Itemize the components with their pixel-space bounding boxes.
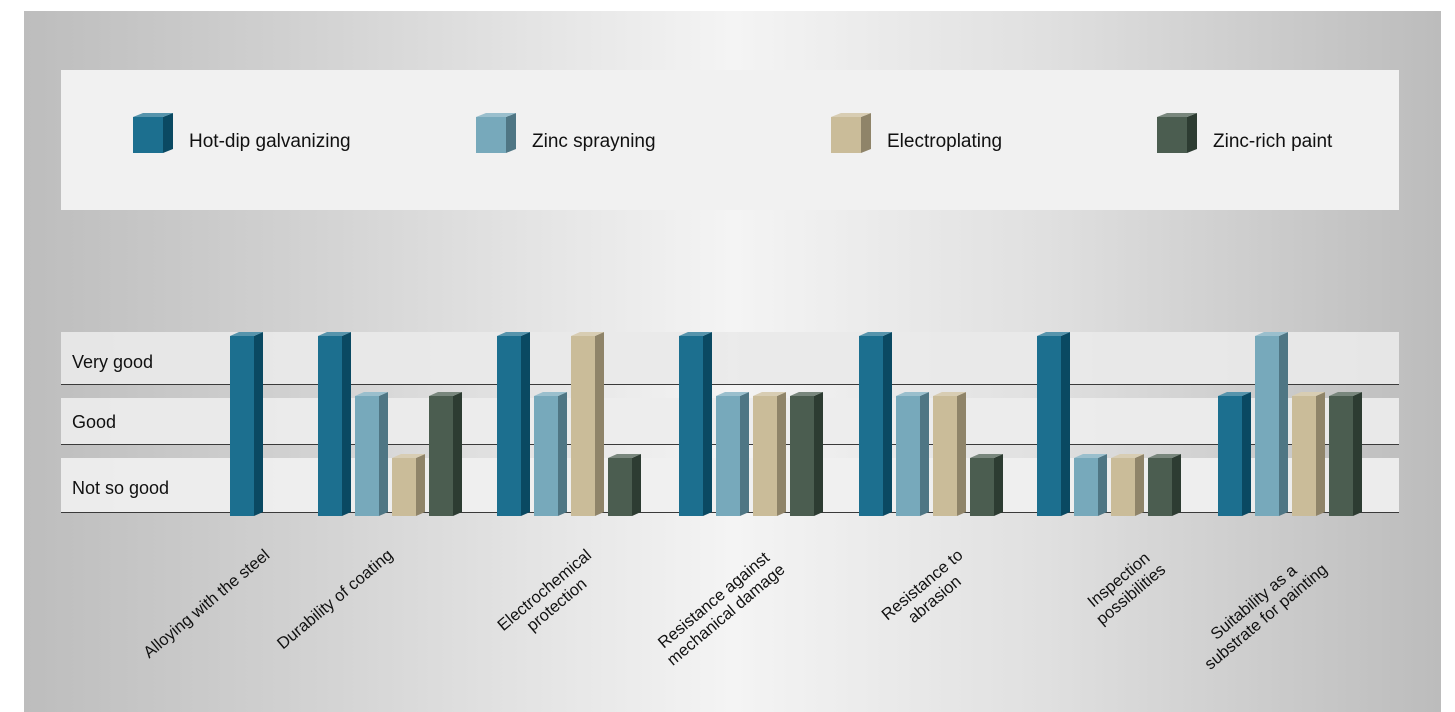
gridline-very-good bbox=[61, 384, 1399, 385]
legend-label-zinc-spraying: Zinc sprayning bbox=[532, 131, 656, 152]
bar-zinc-rich-paint-3 bbox=[608, 454, 641, 516]
bar-hot-dip-galvanizing-5 bbox=[859, 332, 892, 516]
bar-zinc-spraying-7 bbox=[1255, 332, 1288, 516]
bar-hot-dip-galvanizing-4 bbox=[679, 332, 712, 516]
legend-swatch-shape-zinc-spraying bbox=[476, 113, 516, 153]
bar-electroplating-6 bbox=[1111, 454, 1144, 516]
bar-hot-dip-galvanizing-3 bbox=[497, 332, 530, 516]
bar-hot-dip-galvanizing-1 bbox=[230, 332, 263, 516]
level-label-very-good: Very good bbox=[72, 352, 154, 372]
legend-swatch-hot-dip-galvanizing bbox=[133, 113, 173, 153]
legend-swatch-zinc-spraying bbox=[476, 113, 516, 153]
bar-electroplating-7 bbox=[1292, 392, 1325, 516]
bar-zinc-spraying-2 bbox=[355, 392, 388, 516]
bar-electroplating-5 bbox=[933, 392, 966, 516]
bar-electroplating-4 bbox=[753, 392, 786, 516]
legend-label-hot-dip-galvanizing: Hot-dip galvanizing bbox=[189, 131, 351, 152]
level-label-good: Good bbox=[72, 412, 117, 432]
bar-zinc-rich-paint-4 bbox=[790, 392, 823, 516]
bar-zinc-rich-paint-5 bbox=[970, 454, 1003, 516]
bar-hot-dip-galvanizing-7 bbox=[1218, 392, 1251, 516]
bar-hot-dip-galvanizing-6 bbox=[1037, 332, 1070, 516]
bar-zinc-spraying-4 bbox=[716, 392, 749, 516]
bar-zinc-spraying-3 bbox=[534, 392, 567, 516]
bar-zinc-rich-paint-7 bbox=[1329, 392, 1362, 516]
legend-swatch-zinc-rich-paint bbox=[1157, 113, 1197, 153]
legend-swatch-shape-zinc-rich-paint bbox=[1157, 113, 1197, 153]
legend-swatch-shape-electroplating bbox=[831, 113, 871, 153]
bar-zinc-rich-paint-6 bbox=[1148, 454, 1181, 516]
bar-hot-dip-galvanizing-2 bbox=[318, 332, 351, 516]
bar-electroplating-2 bbox=[392, 454, 425, 516]
bar-zinc-spraying-6 bbox=[1074, 454, 1107, 516]
legend-label-electroplating: Electroplating bbox=[887, 131, 1003, 152]
bar-electroplating-3 bbox=[571, 332, 604, 516]
legend-label-zinc-rich-paint: Zinc-rich paint bbox=[1213, 131, 1333, 152]
band-very-good bbox=[61, 332, 1399, 384]
level-label-not-so-good: Not so good bbox=[72, 478, 170, 498]
bar-zinc-spraying-5 bbox=[896, 392, 929, 516]
legend-swatch-shape-hot-dip-galvanizing bbox=[133, 113, 173, 153]
bar-zinc-rich-paint-2 bbox=[429, 392, 462, 516]
legend-swatch-electroplating bbox=[831, 113, 871, 153]
